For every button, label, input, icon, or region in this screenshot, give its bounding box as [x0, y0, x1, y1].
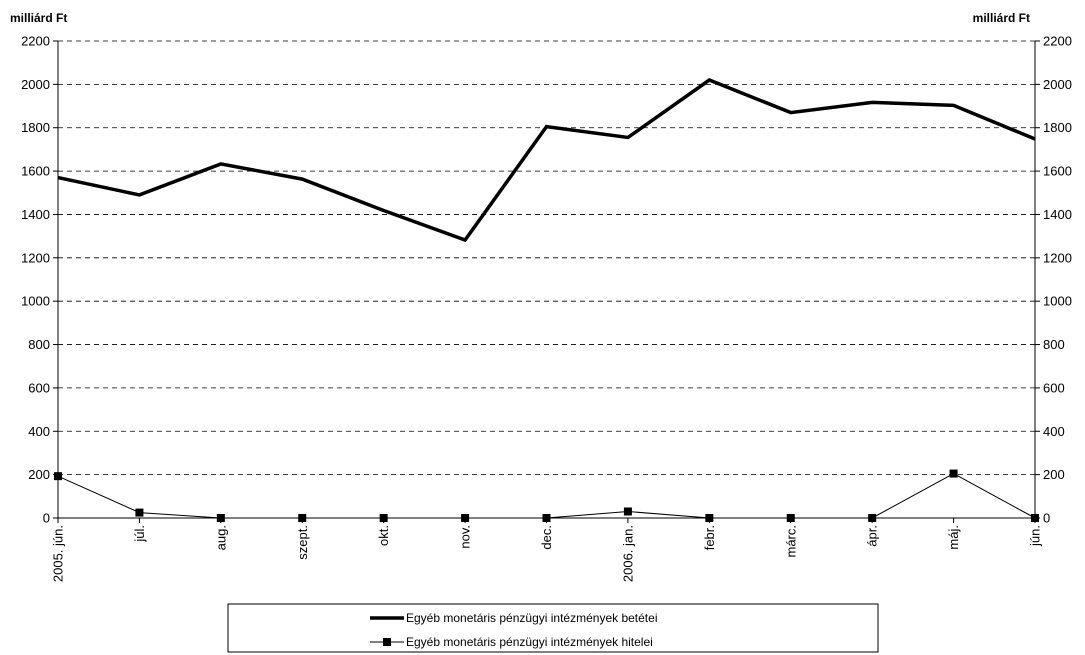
y-tick-label-right: 1600 [1043, 164, 1072, 179]
data-point-loans [216, 514, 225, 522]
y-tick-label-left: 1000 [21, 294, 50, 309]
data-point-loans [623, 507, 632, 516]
y-tick-label-right: 1400 [1043, 207, 1072, 222]
y-tick-label-left: 2000 [21, 77, 50, 92]
legend: Egyéb monetáris pénzügyi intézmények bet… [227, 603, 879, 653]
y-tick-label-right: 1200 [1043, 250, 1072, 265]
data-point-loans [54, 472, 62, 481]
data-point-loans [461, 514, 470, 522]
x-tick-label: 2005. jún. [51, 525, 66, 582]
data-point-loans [135, 508, 144, 517]
y-tick-label-left: 2200 [21, 34, 50, 49]
x-tick-label: szept. [295, 525, 310, 560]
x-tick-label: júl. [132, 525, 147, 543]
data-point-loans [705, 514, 714, 522]
data-point-loans [949, 469, 958, 478]
x-tick-label: máj. [946, 525, 961, 550]
x-tick-label: nov. [458, 525, 473, 549]
data-point-loans [542, 514, 551, 522]
axes [57, 41, 1036, 519]
y-tick-label-left: 1600 [21, 164, 50, 179]
legend-label-loans: Egyéb monetáris pénzügyi intézmények hit… [406, 635, 653, 649]
y-tick-label-left: 1200 [21, 250, 50, 265]
series-layer [54, 78, 1039, 522]
gridlines [58, 40, 1035, 476]
x-tick-label: dec. [539, 525, 554, 550]
y-tick-label-left: 1800 [21, 120, 50, 135]
y-axis-left-ticks: 0 200 400 600 800 1000 1200 1400 1600 1800 2000 220… [21, 34, 58, 526]
data-point-loans [379, 514, 388, 522]
y-tick-label-right: 200 [1043, 467, 1065, 482]
y-tick-label-right: 1000 [1043, 294, 1072, 309]
x-tick-label: ápr. [865, 525, 880, 547]
y-axis-unit-right: milliárd Ft [973, 11, 1030, 25]
legend-box [227, 603, 879, 653]
x-tick-label: okt. [376, 525, 391, 546]
y-tick-label-right: 0 [1043, 511, 1050, 526]
legend-marker-loans [383, 638, 391, 646]
y-axis-unit-left: milliárd Ft [10, 11, 67, 25]
x-tick-label: 2006. jan. [620, 525, 635, 582]
y-tick-label-right: 2200 [1043, 34, 1072, 49]
data-point-loans [786, 514, 795, 522]
y-tick-label-left: 0 [43, 511, 50, 526]
series-line-deposits [57, 78, 1036, 243]
series-line-loans [57, 472, 1036, 519]
x-tick-label: aug. [213, 525, 228, 550]
data-point-loans [298, 514, 307, 522]
y-tick-label-right: 2000 [1043, 77, 1072, 92]
y-axis-right-ticks: 0 200 400 600 800 1000 1200 1400 1600 1800 2000 220… [1035, 34, 1072, 526]
x-axis-ticks: 2005. jún. júl. aug. szept. okt. nov. dec. 2006… [51, 518, 1043, 582]
x-tick-label: febr. [702, 525, 717, 550]
y-tick-label-left: 600 [28, 380, 50, 395]
y-tick-label-right: 1800 [1043, 120, 1072, 135]
data-point-loans [868, 514, 877, 522]
x-tick-label: jún. [1028, 525, 1043, 547]
y-tick-label-right: 800 [1043, 337, 1065, 352]
y-tick-label-right: 400 [1043, 424, 1065, 439]
y-tick-label-right: 600 [1043, 380, 1065, 395]
y-tick-label-left: 400 [28, 424, 50, 439]
legend-label-deposits: Egyéb monetáris pénzügyi intézmények bet… [406, 611, 657, 625]
y-tick-label-left: 800 [28, 337, 50, 352]
data-point-loans [1031, 514, 1039, 522]
y-tick-label-left: 1400 [21, 207, 50, 222]
y-tick-label-left: 200 [28, 467, 50, 482]
x-tick-label: márc. [783, 525, 798, 558]
